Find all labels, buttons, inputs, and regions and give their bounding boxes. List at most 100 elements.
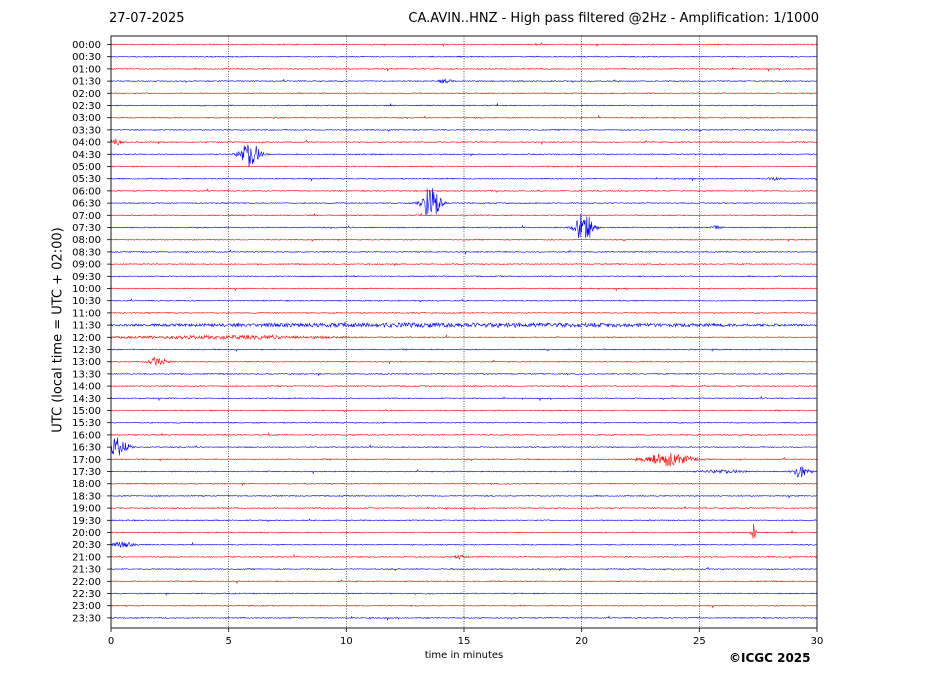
trace-row (110, 505, 817, 512)
trace-row (110, 213, 817, 239)
trace-row (110, 334, 817, 341)
trace-row (110, 77, 817, 85)
trace-row (110, 286, 817, 292)
trace-row (110, 67, 817, 72)
row-time-label: 03:00 (72, 113, 101, 124)
trace-row (110, 42, 817, 48)
y-axis-label: UTC (local time = UTC + 02:00) (50, 227, 66, 433)
row-time-label: 11:00 (72, 308, 101, 319)
row-time-label: 15:00 (72, 406, 101, 417)
x-tick-label: 15 (458, 636, 471, 647)
trace-row (111, 356, 817, 366)
trace-row (110, 541, 817, 548)
row-time-label: 04:00 (72, 138, 101, 149)
row-time-label: 06:30 (72, 199, 101, 210)
trace-row (110, 298, 817, 303)
row-time-label: 04:30 (72, 150, 101, 161)
row-time-label: 07:00 (72, 211, 101, 222)
trace-row (110, 212, 817, 217)
trace-row (110, 615, 817, 621)
trace-row (110, 482, 817, 487)
row-time-label: 11:30 (72, 321, 101, 332)
trace-row (110, 274, 817, 278)
row-time-label: 05:30 (72, 174, 101, 185)
trace-row (110, 372, 817, 377)
row-time-label: 09:00 (72, 260, 101, 271)
trace-row (110, 128, 817, 132)
row-time-label: 08:00 (72, 235, 101, 246)
row-time-label: 10:30 (72, 296, 101, 307)
trace-row (110, 321, 817, 329)
trace-row (110, 421, 817, 424)
trace-row (110, 604, 817, 609)
trace-row (110, 566, 817, 572)
trace-row (110, 592, 817, 596)
row-time-label: 16:00 (72, 430, 101, 441)
row-time-label: 18:00 (72, 479, 101, 490)
trace-row (110, 466, 817, 478)
row-time-label: 19:30 (72, 516, 101, 527)
trace-row (110, 138, 817, 146)
trace-row (110, 188, 817, 216)
trace-row (110, 188, 817, 193)
trace-row (110, 523, 817, 539)
trace-row (110, 395, 817, 402)
trace-row (110, 452, 817, 467)
trace-row (110, 102, 817, 107)
trace-row (110, 92, 817, 95)
trace-row (110, 494, 817, 499)
trace-row (110, 518, 817, 523)
row-time-label: 14:00 (72, 382, 101, 393)
row-time-label: 05:00 (72, 162, 101, 173)
trace-row (110, 311, 817, 315)
trace-row (110, 579, 817, 585)
row-time-label: 02:00 (72, 89, 101, 100)
row-time-label: 07:30 (72, 223, 101, 234)
row-time-label: 13:30 (72, 369, 101, 380)
row-time-label: 00:30 (72, 52, 101, 63)
trace-row (110, 165, 817, 168)
row-time-label: 22:00 (72, 577, 101, 588)
copyright-notice: ©ICGC 2025 (729, 651, 811, 665)
trace-row (110, 348, 817, 352)
row-time-label: 02:30 (72, 101, 101, 112)
trace-row (110, 176, 817, 182)
row-time-label: 00:00 (72, 40, 101, 51)
row-time-label: 17:00 (72, 455, 101, 466)
x-tick-label: 5 (225, 636, 231, 647)
chart-title: CA.AVIN..HNZ - High pass filtered @2Hz -… (408, 11, 819, 26)
trace-row (110, 384, 817, 388)
row-time-label: 21:30 (72, 565, 101, 576)
trace-row (110, 437, 817, 456)
row-time-label: 17:30 (72, 467, 101, 478)
trace-row (110, 55, 817, 58)
trace-row (110, 263, 817, 267)
x-tick-label: 25 (693, 636, 706, 647)
x-tick-label: 30 (811, 636, 824, 647)
row-time-label: 20:30 (72, 540, 101, 551)
trace-row (110, 238, 817, 242)
x-tick-label: 20 (575, 636, 588, 647)
row-time-label: 18:30 (72, 491, 101, 502)
record-date: 27-07-2025 (109, 11, 185, 26)
row-time-label: 19:00 (72, 504, 101, 515)
row-time-label: 13:00 (72, 357, 101, 368)
x-tick-label: 10 (340, 636, 353, 647)
row-time-label: 01:30 (72, 77, 101, 88)
row-time-label: 23:30 (72, 613, 101, 624)
row-time-label: 15:30 (72, 418, 101, 429)
row-time-label: 20:00 (72, 528, 101, 539)
row-time-label: 01:00 (72, 64, 101, 75)
row-time-label: 12:30 (72, 345, 101, 356)
trace-row (110, 432, 817, 437)
row-time-label: 21:00 (72, 552, 101, 563)
row-time-label: 06:00 (72, 186, 101, 197)
row-time-label: 08:30 (72, 247, 101, 258)
row-time-label: 09:30 (72, 272, 101, 283)
x-axis-label: time in minutes (424, 650, 504, 661)
trace-row (110, 114, 817, 120)
row-time-label: 14:30 (72, 394, 101, 405)
row-time-label: 22:30 (72, 589, 101, 600)
row-time-label: 16:30 (72, 443, 101, 454)
